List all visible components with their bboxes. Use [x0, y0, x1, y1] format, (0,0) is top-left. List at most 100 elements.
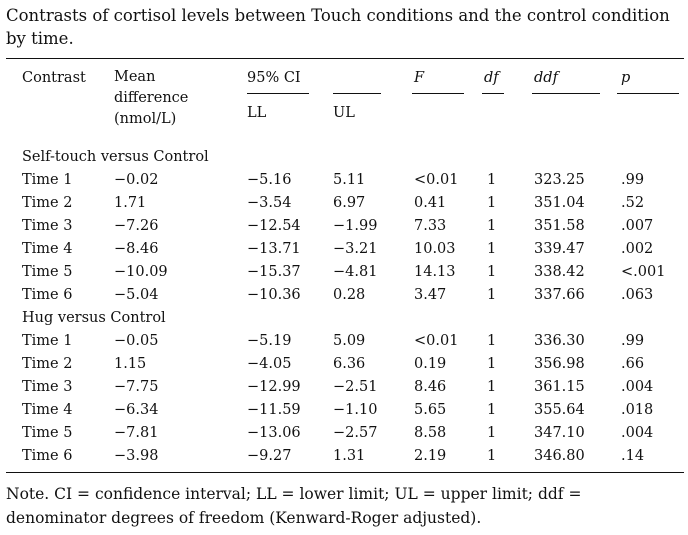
cell-df: 1	[487, 195, 497, 211]
cell-ddf: 351.04	[534, 195, 585, 211]
cell-ul: 6.97	[333, 195, 366, 211]
cell-df: 1	[487, 172, 497, 188]
cell-f: <0.01	[414, 172, 459, 188]
cell-ll: −11.59	[247, 402, 301, 418]
cell-ll: −15.37	[247, 264, 301, 280]
underline-ddf	[532, 93, 600, 94]
cell-mean: −0.05	[114, 333, 159, 349]
cell-ul: −1.10	[333, 402, 378, 418]
cell-p: .063	[621, 287, 654, 303]
cell-mean: −0.02	[114, 172, 159, 188]
cell-df: 1	[487, 425, 497, 441]
cell-ul: 1.31	[333, 448, 366, 464]
cell-mean: −7.26	[114, 218, 159, 234]
cell-df: 1	[487, 218, 497, 234]
cell-ll: −3.54	[247, 195, 292, 211]
cell-time: Time 3	[22, 218, 73, 234]
cell-time: Time 1	[22, 172, 73, 188]
cell-time: Time 5	[22, 264, 73, 280]
cell-ul: 5.11	[333, 172, 366, 188]
cell-ddf: 337.66	[534, 287, 585, 303]
cell-df: 1	[487, 356, 497, 372]
cell-df: 1	[487, 402, 497, 418]
cell-ll: −5.16	[247, 172, 292, 188]
cell-p: .002	[621, 241, 654, 257]
cell-ll: −10.36	[247, 287, 301, 303]
cell-p: .004	[621, 425, 654, 441]
cell-ll: −12.99	[247, 379, 301, 395]
cell-df: 1	[487, 333, 497, 349]
cell-mean: −5.04	[114, 287, 159, 303]
cell-f: 7.33	[414, 218, 447, 234]
cell-time: Time 6	[22, 448, 73, 464]
cell-p: .018	[621, 402, 654, 418]
cell-time: Time 4	[22, 241, 73, 257]
cell-p: .99	[621, 172, 645, 188]
cell-ul: −4.81	[333, 264, 378, 280]
table-note: Note. CI = confidence interval; LL = low…	[6, 485, 582, 527]
cell-ul: −3.21	[333, 241, 378, 257]
underline-df	[482, 93, 504, 94]
cell-mean: −3.98	[114, 448, 159, 464]
cell-mean: 1.15	[114, 356, 147, 372]
cell-f: <0.01	[414, 333, 459, 349]
cell-ul: 6.36	[333, 356, 366, 372]
cell-f: 0.19	[414, 356, 447, 372]
cell-p: .004	[621, 379, 654, 395]
cell-f: 10.03	[414, 241, 456, 257]
cell-p: .14	[621, 448, 645, 464]
group-title: Hug versus Control	[22, 310, 166, 326]
cell-ddf: 361.15	[534, 379, 585, 395]
cell-ddf: 338.42	[534, 264, 585, 280]
cell-mean: −7.75	[114, 379, 159, 395]
cell-f: 14.13	[414, 264, 456, 280]
header-mean-line1: Mean	[114, 69, 156, 85]
cell-ddf: 355.64	[534, 402, 585, 418]
cell-time: Time 4	[22, 402, 73, 418]
table-top-rule	[6, 58, 684, 59]
cell-df: 1	[487, 379, 497, 395]
cell-ddf: 356.98	[534, 356, 585, 372]
cell-ll: −5.19	[247, 333, 292, 349]
cell-f: 3.47	[414, 287, 447, 303]
header-ul: UL	[333, 105, 355, 121]
cell-df: 1	[487, 287, 497, 303]
cell-p: <.001	[621, 264, 666, 280]
table-caption: Contrasts of cortisol levels between Tou…	[6, 6, 670, 48]
cell-p: .52	[621, 195, 645, 211]
cell-mean: 1.71	[114, 195, 147, 211]
cell-df: 1	[487, 264, 497, 280]
cell-mean: −6.34	[114, 402, 159, 418]
cell-f: 5.65	[414, 402, 447, 418]
cell-ddf: 346.80	[534, 448, 585, 464]
header-mean-line2: difference	[114, 90, 189, 106]
cell-time: Time 2	[22, 195, 73, 211]
header-f: F	[414, 70, 425, 86]
header-ll: LL	[247, 105, 267, 121]
cell-ddf: 351.58	[534, 218, 585, 234]
cell-ul: −2.57	[333, 425, 378, 441]
cell-ul: 5.09	[333, 333, 366, 349]
header-df: df	[484, 70, 499, 86]
cell-time: Time 3	[22, 379, 73, 395]
cell-ddf: 347.10	[534, 425, 585, 441]
cell-time: Time 5	[22, 425, 73, 441]
header-contrast: Contrast	[22, 70, 86, 86]
header-ci: 95% CI	[247, 70, 301, 86]
underline-ci-ll	[247, 93, 309, 94]
cell-df: 1	[487, 241, 497, 257]
cell-ll: −13.06	[247, 425, 301, 441]
cell-ddf: 336.30	[534, 333, 585, 349]
header-mean-difference: Mean difference (nmol/L)	[114, 67, 188, 130]
cell-ll: −9.27	[247, 448, 292, 464]
cell-f: 8.58	[414, 425, 447, 441]
cell-mean: −10.09	[114, 264, 168, 280]
cell-time: Time 2	[22, 356, 73, 372]
header-ddf: ddf	[534, 70, 558, 86]
cell-ddf: 339.47	[534, 241, 585, 257]
cell-ul: 0.28	[333, 287, 366, 303]
cell-mean: −7.81	[114, 425, 159, 441]
cell-f: 0.41	[414, 195, 447, 211]
cell-p: .99	[621, 333, 645, 349]
table-bottom-rule	[6, 472, 684, 473]
